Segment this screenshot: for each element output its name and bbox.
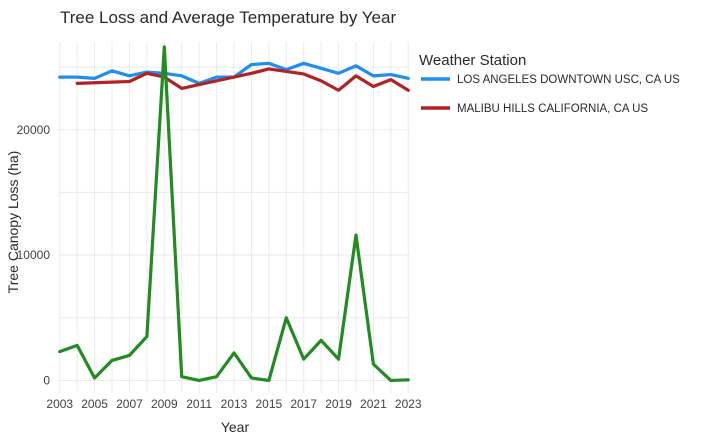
series-line-3 — [58, 45, 410, 383]
x-tick-label: 2019 — [325, 397, 352, 411]
y-axis-ticks: 0 10000 20000 — [17, 123, 51, 388]
legend[interactable]: Weather Station LOS ANGELES DOWNTOWN USC… — [419, 52, 680, 115]
x-tick-label: 2011 — [186, 397, 212, 411]
x-tick-label: 2023 — [395, 397, 422, 411]
x-tick-label: 2013 — [221, 397, 248, 411]
y-tick-label: 0 — [43, 373, 50, 387]
series-lines — [58, 45, 410, 383]
y-axis-title: Tree Canopy Loss (ha) — [5, 151, 21, 294]
x-tick-label: 2015 — [255, 397, 282, 411]
y-tick-label: 20000 — [17, 123, 51, 137]
series-line-2 — [75, 67, 410, 92]
x-tick-label: 2003 — [46, 397, 73, 411]
x-tick-label: 2017 — [290, 397, 317, 411]
x-axis-title: Year — [221, 419, 250, 435]
legend-item-label[interactable]: MALIBU HILLS CALIFORNIA, CA US — [457, 103, 648, 115]
legend-item-label[interactable]: LOS ANGELES DOWNTOWN USC, CA US — [457, 74, 680, 86]
legend-items[interactable]: LOS ANGELES DOWNTOWN USC, CA US MALIBU HI… — [421, 74, 680, 115]
grid — [58, 42, 410, 393]
chart-title: Tree Loss and Average Temperature by Yea… — [60, 8, 396, 27]
x-tick-label: 2007 — [116, 397, 143, 411]
legend-title: Weather Station — [419, 52, 526, 69]
y-tick-label: 10000 — [17, 248, 51, 262]
x-tick-label: 2009 — [151, 397, 178, 411]
x-axis-ticks: 2003 2005 2007 2009 2011 2013 2015 2017 2019 2021… — [46, 397, 422, 411]
x-tick-label: 2021 — [360, 397, 387, 411]
x-tick-label: 2005 — [81, 397, 108, 411]
